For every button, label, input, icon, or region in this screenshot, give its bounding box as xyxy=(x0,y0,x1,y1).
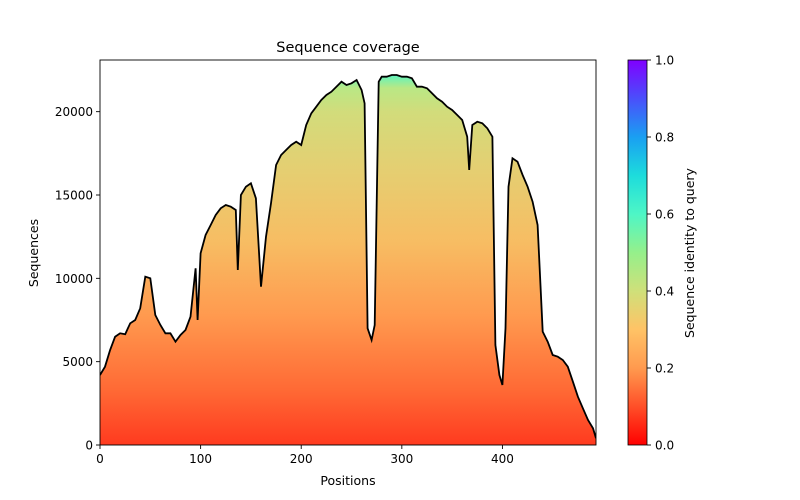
x-axis-label: Positions xyxy=(320,473,375,488)
colorbar-tick-label: 0.4 xyxy=(655,285,674,299)
x-tick-label: 200 xyxy=(290,452,313,466)
chart-title: Sequence coverage xyxy=(276,40,420,56)
x-tick-label: 300 xyxy=(390,452,413,466)
colorbar xyxy=(627,59,648,446)
coverage-heatmap xyxy=(100,75,596,445)
colorbar-tick-label: 0.2 xyxy=(655,362,674,376)
colorbar-tick-label: 1.0 xyxy=(655,54,674,68)
colorbar-ticks: 0.0 0.2 0.4 0.6 0.8 1.0 xyxy=(647,54,674,453)
colorbar-tick-label: 0.6 xyxy=(655,208,674,222)
plot-frame xyxy=(99,59,597,446)
x-tick-label: 0 xyxy=(96,452,104,466)
y-axis-label: Sequences xyxy=(26,219,41,287)
y-tick-label: 20000 xyxy=(55,105,93,119)
y-tick-label: 15000 xyxy=(55,189,93,203)
y-tick-label: 0 xyxy=(85,439,93,453)
y-tick-label: 5000 xyxy=(62,355,93,369)
x-tick-label: 400 xyxy=(491,452,514,466)
coverage-line xyxy=(100,74,596,439)
x-axis-ticks: 0 100 200 300 400 xyxy=(96,445,514,466)
y-tick-label: 10000 xyxy=(55,272,93,286)
colorbar-label: Sequence identity to query xyxy=(682,167,697,338)
x-tick-label: 100 xyxy=(189,452,212,466)
coverage-fill xyxy=(100,75,596,445)
colorbar-tick-label: 0.8 xyxy=(655,131,674,145)
colorbar-tick-label: 0.0 xyxy=(655,439,674,453)
y-axis-ticks: 0 5000 10000 15000 20000 xyxy=(55,105,100,453)
